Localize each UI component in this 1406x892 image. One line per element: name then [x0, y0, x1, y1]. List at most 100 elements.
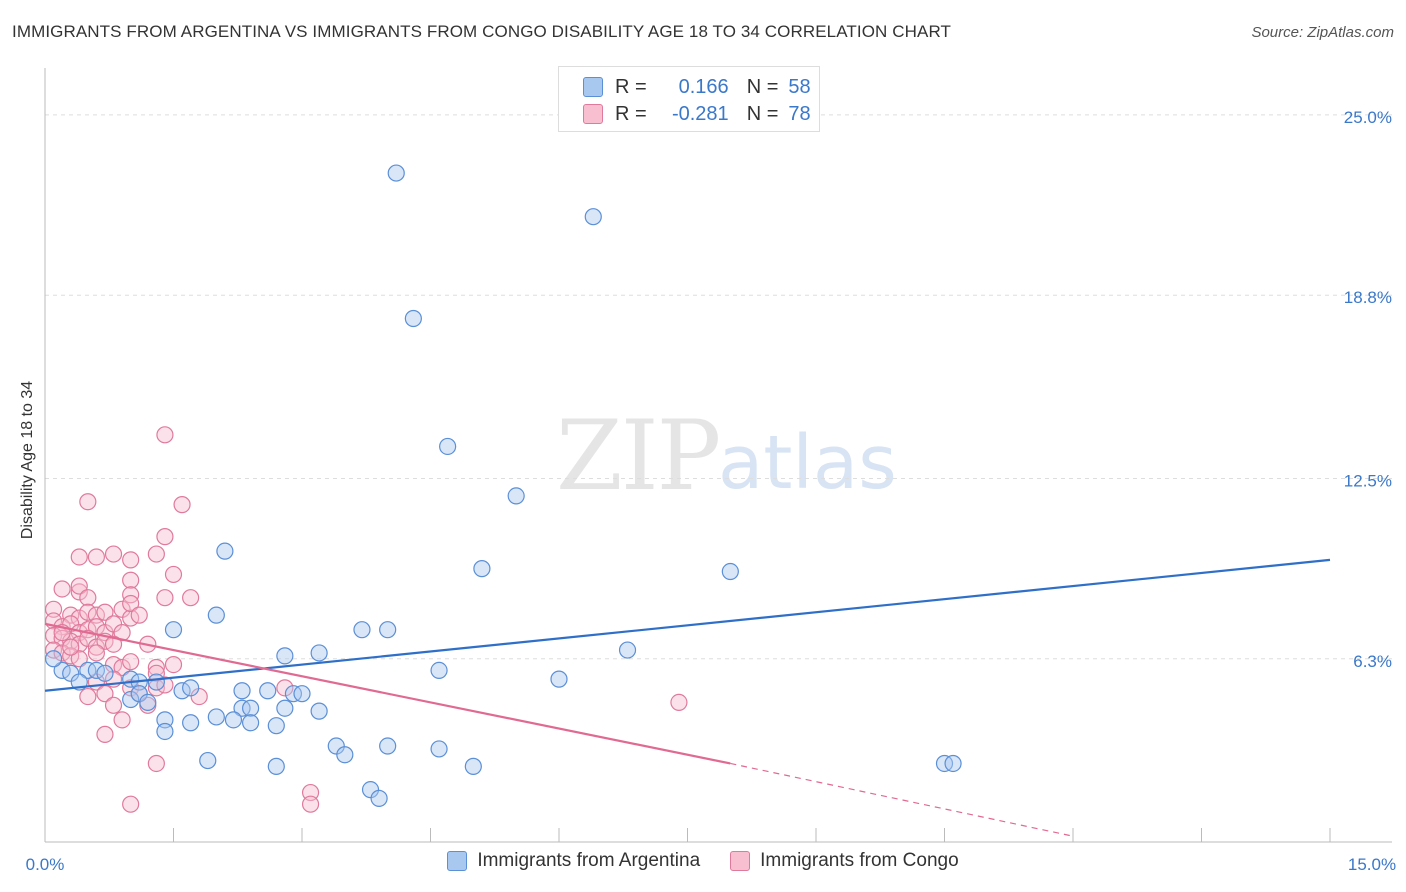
point-congo [79, 687, 97, 706]
legend-swatch-argentina [583, 77, 603, 97]
trendline-congo-extrapolated [730, 762, 1074, 837]
point-congo [62, 638, 80, 656]
series-label-congo: Immigrants from Congo [760, 850, 959, 871]
point-argentina [276, 699, 294, 717]
legend-n-label: N = [746, 102, 779, 125]
point-congo [164, 565, 183, 584]
point-argentina [430, 740, 448, 758]
point-argentina [207, 708, 225, 726]
legend-n-value: 58 [788, 75, 811, 98]
point-argentina [267, 757, 285, 775]
point-argentina [156, 711, 174, 729]
point-argentina [224, 711, 243, 729]
series-swatch-congo [730, 851, 751, 871]
point-argentina [276, 647, 294, 665]
y-tick-label: 18.8% [1344, 288, 1392, 307]
point-congo [301, 795, 320, 813]
point-congo [147, 664, 165, 682]
point-argentina [199, 751, 217, 770]
point-congo [79, 493, 97, 511]
point-congo [44, 600, 63, 618]
point-congo [156, 426, 174, 444]
point-argentina [122, 690, 140, 709]
point-congo [87, 644, 106, 662]
point-congo [122, 571, 140, 589]
point-argentina [550, 670, 568, 688]
point-argentina [139, 693, 157, 711]
point-congo [156, 528, 174, 546]
legend-n-label: N = [746, 75, 779, 98]
point-argentina [293, 685, 311, 703]
legend-r-label: R = [615, 102, 647, 125]
point-congo [87, 638, 106, 656]
point-argentina [182, 714, 200, 732]
point-congo [147, 658, 165, 677]
point-congo [182, 589, 200, 607]
point-congo [79, 589, 97, 607]
point-argentina [147, 673, 165, 691]
point-argentina [242, 714, 260, 732]
point-congo [147, 545, 165, 563]
x-tick-label: 0.0% [26, 855, 65, 874]
point-congo [70, 548, 88, 566]
point-argentina [164, 621, 183, 639]
watermark-zip: ZIP [556, 400, 721, 512]
point-congo [104, 635, 123, 653]
point-congo [122, 551, 140, 569]
legend-row-congo: R = -0.281 N = 78 [583, 101, 811, 127]
trendline-congo [44, 622, 731, 765]
point-argentina [944, 754, 962, 773]
point-argentina [310, 702, 328, 720]
legend-r-label: R = [615, 75, 647, 98]
point-argentina [310, 644, 328, 662]
point-congo [130, 606, 148, 624]
series-legend-congo[interactable]: Immigrants from Congo [730, 850, 959, 872]
point-argentina [439, 437, 457, 456]
point-argentina [44, 650, 63, 668]
point-argentina [379, 737, 397, 755]
series-label-argentina: Immigrants from Argentina [477, 850, 701, 871]
point-argentina [430, 661, 448, 680]
trendline-argentina [44, 558, 1331, 692]
x-tick-label: 15.0% [1348, 855, 1396, 874]
point-congo [70, 609, 88, 627]
point-argentina [353, 621, 371, 639]
point-argentina [242, 699, 260, 717]
legend-row-argentina: R = 0.166 N = 58 [583, 74, 811, 100]
point-congo [113, 711, 131, 729]
point-congo [70, 583, 88, 601]
legend-r-value: -0.281 [671, 102, 729, 125]
point-congo [147, 754, 165, 773]
point-argentina [404, 309, 422, 328]
point-argentina [96, 664, 114, 682]
y-tick-label: 25.0% [1344, 108, 1392, 127]
point-argentina [182, 679, 200, 697]
point-argentina [259, 682, 277, 700]
point-congo [122, 653, 140, 671]
point-argentina [721, 562, 739, 581]
point-argentina [464, 757, 482, 775]
point-congo [53, 580, 71, 598]
point-congo [173, 496, 191, 514]
point-congo [104, 545, 123, 563]
y-tick-label: 6.3% [1353, 652, 1392, 671]
point-congo [70, 650, 88, 668]
series-legend: Immigrants from Argentina Immigrants fro… [0, 850, 1406, 872]
point-argentina [370, 789, 388, 807]
watermark-atlas: atlas [718, 420, 897, 506]
point-argentina [584, 208, 602, 226]
legend-swatch-congo [583, 104, 603, 124]
point-congo [122, 594, 140, 613]
point-argentina [336, 746, 354, 764]
y-tick-label: 12.5% [1344, 471, 1392, 490]
series-legend-argentina[interactable]: Immigrants from Argentina [447, 850, 700, 872]
point-argentina [156, 722, 174, 741]
point-congo [113, 658, 131, 677]
point-congo [96, 603, 114, 621]
correlation-legend: R = 0.166 N = 58 R = -0.281 N = 78 [558, 66, 820, 132]
point-congo [276, 679, 294, 697]
point-congo [122, 586, 140, 604]
point-argentina [618, 641, 637, 659]
point-argentina [216, 542, 234, 560]
point-argentina [507, 487, 525, 505]
